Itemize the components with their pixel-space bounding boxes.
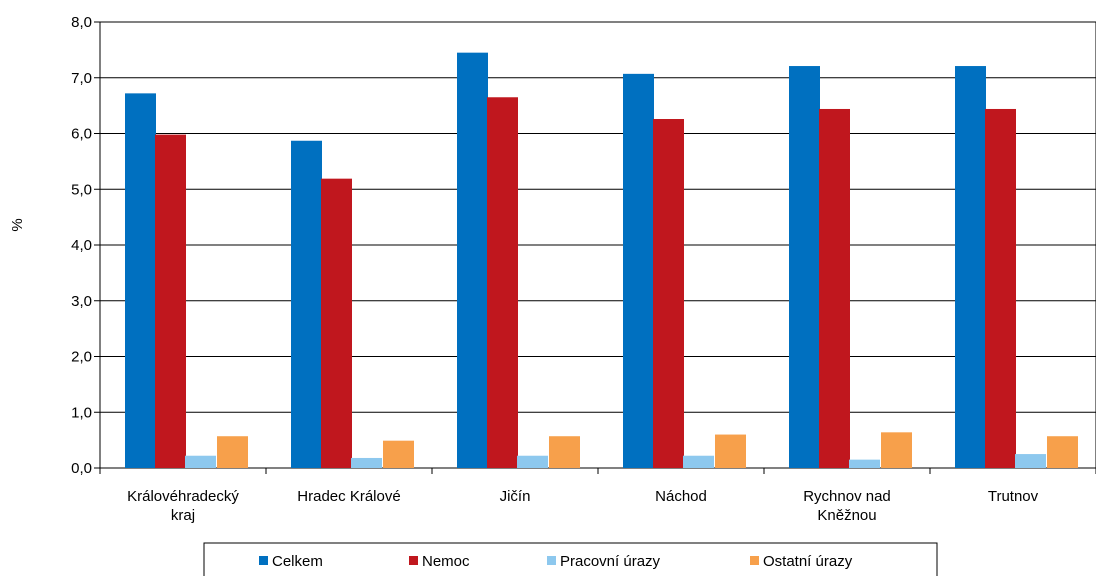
y-tick-label: 3,0 [71, 293, 92, 310]
y-tick-label: 5,0 [71, 181, 92, 198]
bar-pracovní-úrazy [683, 455, 714, 468]
legend: Celkem Nemoc Pracovní úrazy Ostatní úrazy [259, 553, 853, 570]
legend-swatch [409, 556, 418, 565]
bars [125, 52, 1078, 469]
bar-ostatní-úrazy [217, 436, 248, 468]
y-tick-label: 7,0 [71, 70, 92, 87]
x-category-label: Jičín [500, 488, 531, 505]
x-category-label: Rychnov nad Kněžnou [803, 488, 891, 524]
bar-ostatní-úrazy [383, 440, 414, 468]
bar-celkem [789, 66, 820, 468]
bar-ostatní-úrazy [715, 434, 746, 468]
y-tick-label: 8,0 [71, 14, 92, 31]
y-axis-ticks: 0,0 1,0 2,0 3,0 4,0 5,0 6,0 7,0 8,0 [71, 14, 100, 477]
bar-pracovní-úrazy [185, 455, 216, 468]
bar-nemoc [321, 178, 352, 468]
bar-ostatní-úrazy [881, 432, 912, 468]
x-category-label: Hradec Králové [297, 488, 400, 505]
bar-ostatní-úrazy [549, 436, 580, 468]
legend-box [203, 542, 938, 576]
bar-celkem [623, 73, 654, 468]
x-category-label: Trutnov [988, 488, 1039, 505]
y-axis-title: % [9, 218, 26, 231]
legend-label: Pracovní úrazy [560, 553, 661, 570]
legend-label: Ostatní úrazy [763, 553, 853, 570]
bar-nemoc [819, 108, 850, 468]
y-tick-label: 1,0 [71, 404, 92, 421]
legend-swatch [750, 556, 759, 565]
x-category-label: Náchod [655, 488, 707, 505]
bar-nemoc [155, 134, 186, 469]
legend-label: Celkem [272, 553, 323, 570]
bar-celkem [291, 140, 322, 468]
bar-celkem [955, 66, 986, 468]
bar-pracovní-úrazy [517, 455, 548, 468]
bar-celkem [457, 52, 488, 468]
bar-pracovní-úrazy [849, 459, 880, 468]
bar-nemoc [487, 97, 518, 468]
legend-swatch [259, 556, 268, 565]
legend-swatch [547, 556, 556, 565]
bar-nemoc [985, 108, 1016, 468]
bar-pracovní-úrazy [1015, 454, 1046, 468]
x-category-label: Královéhradecký kraj [127, 488, 239, 524]
y-tick-label: 2,0 [71, 349, 92, 366]
x-axis-labels: Královéhradecký kraj Hradec Králové Jičín Ná… [99, 468, 1096, 524]
bar-nemoc [653, 119, 684, 468]
y-tick-label: 4,0 [71, 237, 92, 254]
bar-pracovní-úrazy [351, 457, 382, 468]
y-tick-label: 6,0 [71, 126, 92, 143]
legend-label: Nemoc [422, 553, 470, 570]
y-tick-label: 0,0 [71, 460, 92, 477]
bar-ostatní-úrazy [1047, 436, 1078, 468]
bar-celkem [125, 93, 156, 469]
